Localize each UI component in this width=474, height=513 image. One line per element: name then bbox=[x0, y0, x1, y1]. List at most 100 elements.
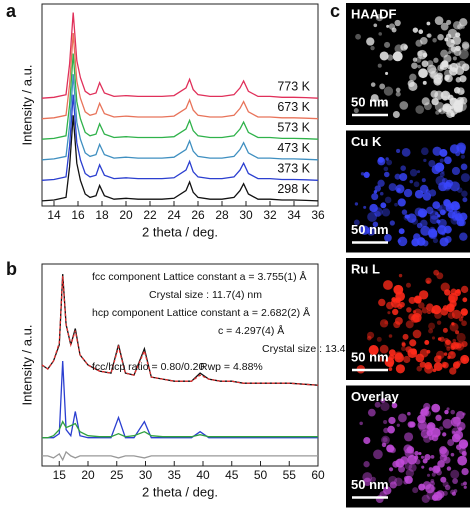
map-particle bbox=[461, 320, 467, 327]
map-particle bbox=[387, 311, 391, 315]
map-particle bbox=[418, 68, 428, 79]
map-particle bbox=[380, 202, 387, 209]
map-particle bbox=[360, 172, 365, 176]
map-particle bbox=[449, 300, 457, 308]
data-line bbox=[42, 450, 318, 462]
map-particle bbox=[412, 27, 419, 33]
map-particle bbox=[408, 81, 418, 92]
map-particle bbox=[384, 233, 392, 242]
map-particle bbox=[412, 487, 419, 494]
map-particle bbox=[453, 210, 458, 215]
map-particle bbox=[420, 219, 428, 228]
map-particle bbox=[388, 354, 395, 361]
map-particle bbox=[421, 60, 429, 68]
map-particle bbox=[457, 101, 467, 112]
data-line bbox=[41, 12, 319, 99]
map-particle bbox=[417, 170, 421, 174]
map-particle bbox=[430, 309, 436, 314]
map-particle bbox=[380, 402, 390, 412]
x-tick-label: 34 bbox=[287, 208, 301, 222]
map-particle bbox=[432, 201, 441, 210]
y-axis-label: Intensity / a.u. bbox=[19, 65, 34, 146]
map-particle bbox=[391, 402, 398, 409]
map-particle bbox=[389, 220, 395, 226]
map-particle bbox=[424, 102, 432, 111]
map-particle bbox=[431, 164, 441, 175]
annotation: fcc/hcp ratio = 0.80/0.20 bbox=[92, 361, 205, 373]
x-axis-label: 2 theta / deg. bbox=[142, 224, 218, 239]
map-particle bbox=[446, 109, 455, 118]
map-particle bbox=[460, 482, 465, 487]
map-particle bbox=[440, 307, 449, 316]
map-particle bbox=[460, 285, 469, 294]
map-particle bbox=[426, 33, 430, 38]
map-particle bbox=[373, 23, 378, 28]
map-particle bbox=[434, 311, 442, 319]
annotation: Rwp = 4.88% bbox=[200, 361, 263, 373]
data-line bbox=[41, 276, 319, 386]
map-particle bbox=[435, 110, 440, 115]
map-particle bbox=[355, 33, 361, 40]
x-tick-label: 20 bbox=[119, 208, 133, 222]
map-particle bbox=[462, 412, 466, 416]
map-particle bbox=[434, 90, 444, 100]
x-tick-label: 18 bbox=[95, 208, 109, 222]
map-particle bbox=[444, 289, 451, 296]
series-label: 473 K bbox=[277, 141, 310, 155]
plot-frame bbox=[41, 3, 319, 207]
map-particle bbox=[439, 237, 449, 247]
map-particle bbox=[415, 39, 423, 47]
map-particle bbox=[427, 64, 437, 74]
map-particle bbox=[437, 64, 445, 72]
series-label: 673 K bbox=[277, 100, 310, 114]
map-particle bbox=[379, 51, 389, 61]
map-particle bbox=[388, 446, 396, 453]
map-particle bbox=[450, 452, 455, 457]
x-tick-label: 30 bbox=[239, 208, 253, 222]
map-particle bbox=[386, 159, 393, 166]
map-particle bbox=[395, 87, 401, 93]
map-particle bbox=[428, 467, 433, 471]
map-particle bbox=[463, 481, 467, 486]
map-particle bbox=[449, 367, 457, 375]
map-particle bbox=[369, 203, 378, 213]
map-particle bbox=[458, 427, 463, 432]
map-particle bbox=[440, 22, 449, 31]
data-line bbox=[42, 360, 318, 439]
map-particle bbox=[427, 228, 438, 238]
map-particle bbox=[386, 301, 394, 310]
map-particle bbox=[370, 82, 376, 87]
map-particle bbox=[426, 60, 434, 67]
map-particle bbox=[435, 350, 445, 360]
map-particle bbox=[417, 414, 426, 424]
map-particle bbox=[414, 451, 419, 456]
map-particle bbox=[461, 341, 468, 348]
map-particle bbox=[448, 293, 458, 303]
map-particle bbox=[363, 171, 370, 179]
map-particle bbox=[442, 327, 448, 333]
map-particle bbox=[426, 21, 431, 26]
map-particle bbox=[460, 163, 468, 171]
map-particle bbox=[419, 290, 429, 300]
map-particle bbox=[403, 355, 411, 364]
map-particle bbox=[424, 364, 434, 374]
map-particle bbox=[394, 351, 403, 360]
map-particle bbox=[456, 342, 462, 349]
map-particle bbox=[422, 80, 427, 85]
x-tick-label: 30 bbox=[139, 468, 153, 482]
map-particle bbox=[409, 339, 417, 347]
x-tick-label: 20 bbox=[81, 468, 95, 482]
map-particle bbox=[377, 356, 383, 362]
map-particle bbox=[392, 51, 403, 62]
map-particle bbox=[444, 484, 451, 491]
data-line bbox=[41, 74, 319, 161]
map-particle bbox=[436, 320, 442, 325]
map-particle bbox=[433, 269, 440, 276]
x-tick-label: 45 bbox=[225, 468, 239, 482]
x-tick-label: 55 bbox=[283, 468, 297, 482]
map-particle bbox=[395, 364, 405, 374]
map-particle bbox=[415, 57, 422, 63]
map-particle bbox=[370, 94, 379, 103]
map-particle bbox=[463, 485, 467, 489]
map-particle bbox=[414, 207, 424, 217]
